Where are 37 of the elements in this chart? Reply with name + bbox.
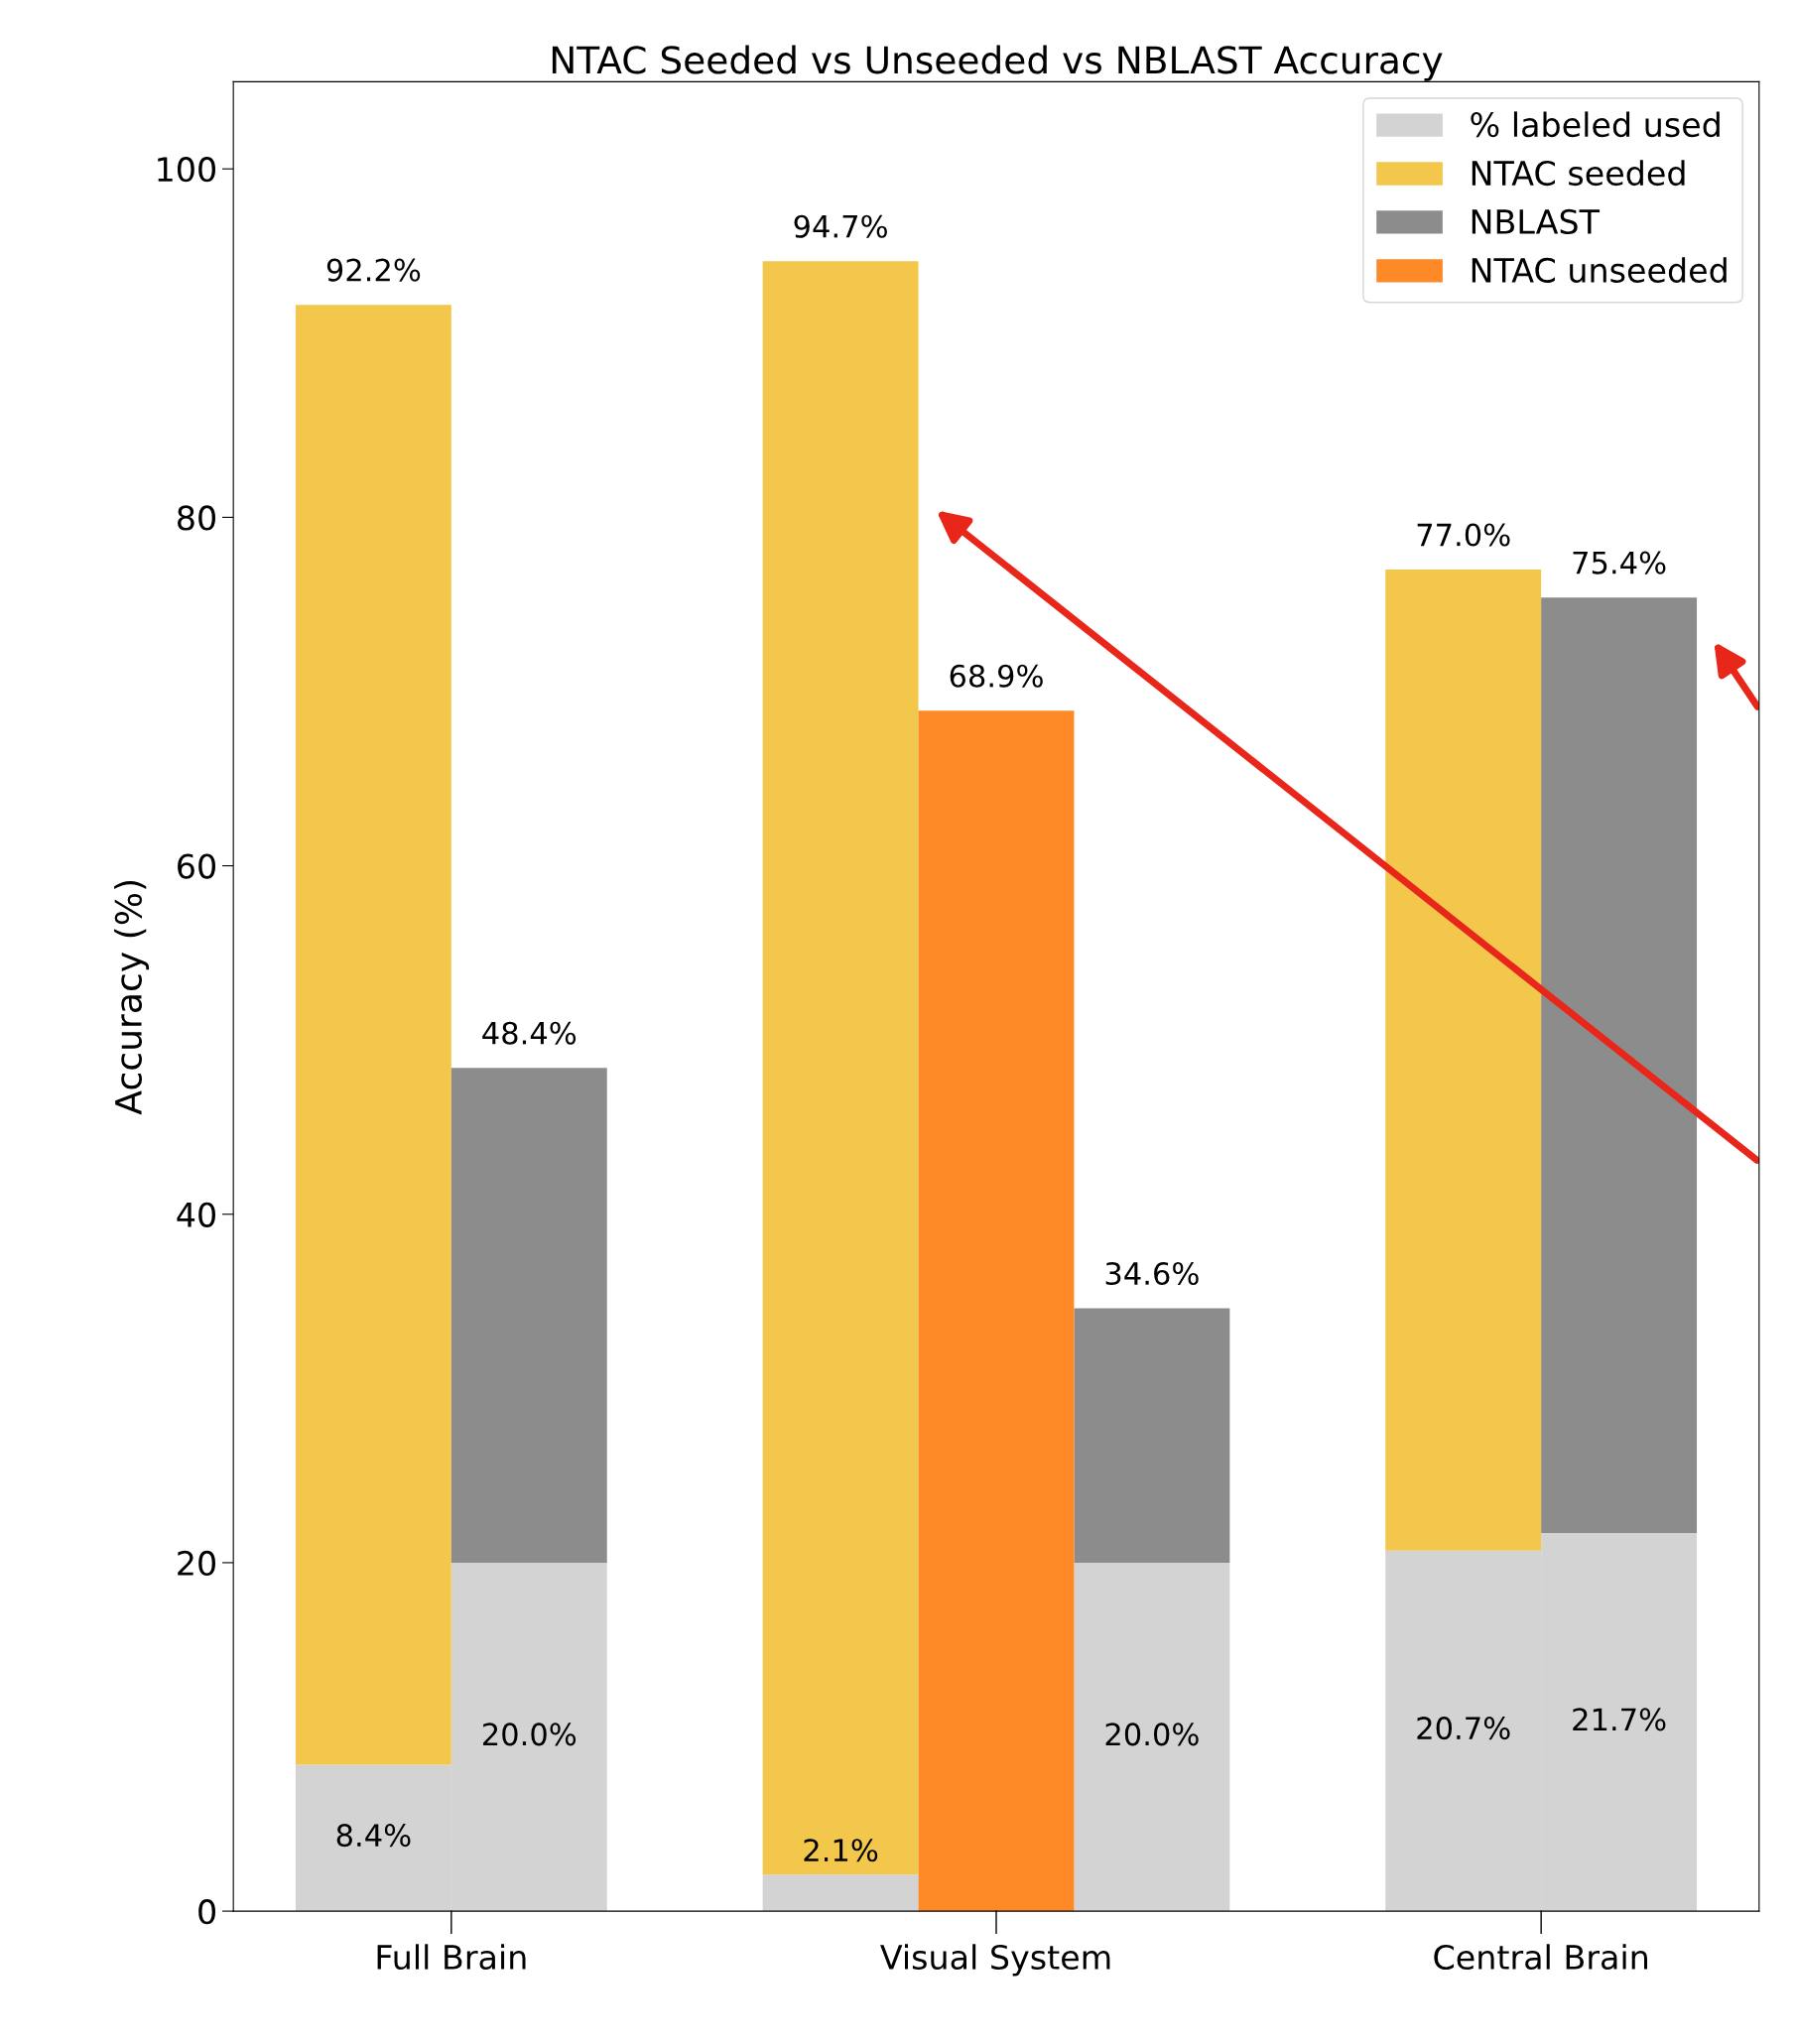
bar <box>1074 1562 1230 1912</box>
y-tick-label: 100 <box>158 157 215 183</box>
data-label: 20.0% <box>1105 1723 1199 1746</box>
chart-title: NTAC Seeded vs Unseeded vs NBLAST Accuracy <box>552 45 1443 81</box>
total-label: 48.4% <box>482 1021 577 1045</box>
y-axis-title: Accuracy (%) <box>114 880 150 1115</box>
y-tick-label: 0 <box>198 1899 215 1925</box>
y-tick-label: 40 <box>177 1202 215 1227</box>
bar <box>450 1068 607 1563</box>
total-label: 68.9% <box>950 664 1043 688</box>
legend-label: % labeled used <box>1471 111 1720 138</box>
total-label: 75.4% <box>1573 551 1666 575</box>
bar <box>762 1874 919 1912</box>
text: Visual System <box>880 1944 1110 1977</box>
bar <box>1385 570 1542 1551</box>
y-tick-label: 20 <box>178 1550 215 1577</box>
legend-label: NTAC unseeded <box>1472 257 1727 283</box>
data-label: 2.1% <box>804 1839 878 1862</box>
text: Full Brain <box>377 1944 526 1971</box>
total-label: 92.2% <box>326 258 421 282</box>
bar <box>1541 597 1698 1534</box>
legend-label: NTAC seeded <box>1472 160 1685 187</box>
text: Central Brain <box>1434 1944 1647 1971</box>
legend-label: NBLAST <box>1472 208 1601 235</box>
bar <box>918 710 1075 1912</box>
data-label: 20.7% <box>1417 1717 1510 1740</box>
bar <box>295 305 451 1765</box>
y-tick-label: 80 <box>178 505 215 531</box>
bar <box>762 261 919 1875</box>
data-label: 21.7% <box>1573 1708 1666 1731</box>
total-label: 94.7% <box>794 214 887 238</box>
data-label: 20.0% <box>482 1723 577 1746</box>
y-tick-label: 60 <box>178 853 215 879</box>
total-label: 34.6% <box>1105 1261 1199 1286</box>
total-label: 77.0% <box>1417 523 1510 547</box>
data-label: 8.4% <box>336 1824 411 1848</box>
bar <box>1074 1308 1230 1563</box>
